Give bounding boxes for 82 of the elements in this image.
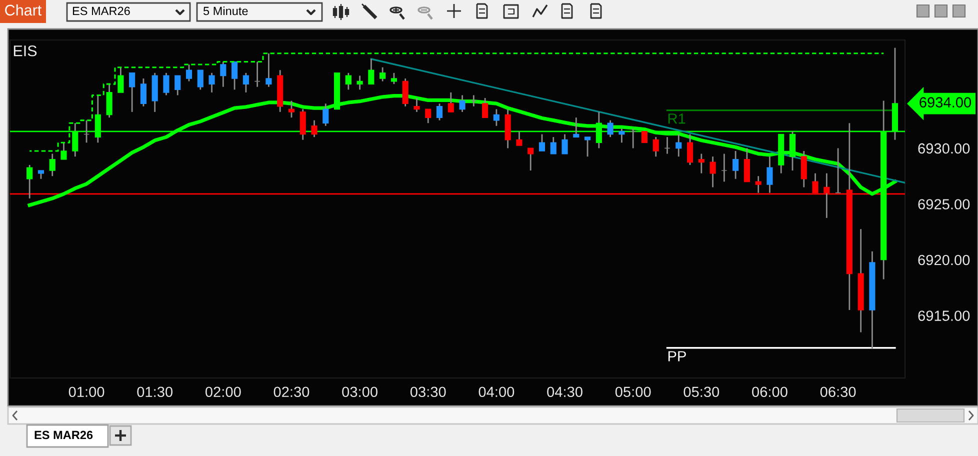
candlestick <box>266 52 272 88</box>
candlestick <box>129 72 136 113</box>
x-tick-label: 02:30 <box>274 386 310 398</box>
x-tick-label: 06:00 <box>752 386 788 398</box>
candlestick <box>368 58 374 85</box>
candlestick <box>220 61 226 88</box>
candlestick <box>528 148 534 172</box>
candlestick <box>208 72 215 94</box>
x-tick-label: 01:00 <box>68 386 104 398</box>
candlestick <box>482 97 488 118</box>
candlestick <box>163 72 170 96</box>
candlestick <box>618 128 625 144</box>
x-tick-label: 02:00 <box>205 386 241 398</box>
candlestick <box>573 116 580 138</box>
candlestick <box>106 83 112 118</box>
candlestick <box>538 134 546 152</box>
candlestick <box>607 120 614 138</box>
series-label: R1 <box>668 114 686 124</box>
x-tick-label: 03:30 <box>410 386 446 398</box>
candlestick <box>322 102 329 127</box>
candlestick <box>800 150 807 188</box>
candlestick <box>686 134 694 166</box>
candlestick <box>721 153 728 182</box>
candlestick <box>311 120 318 138</box>
y-tick-label: 6920.00 <box>918 254 970 266</box>
candlestick <box>83 120 90 144</box>
candlestick <box>641 131 648 144</box>
text: 6934.00 <box>920 97 972 108</box>
x-tick-label: 01:30 <box>137 386 173 398</box>
y-tick-label: 6930.00 <box>918 143 970 154</box>
candlestick <box>664 136 670 154</box>
candlestick <box>584 136 591 158</box>
text: Chart <box>5 4 42 16</box>
x-tick-label: 04:30 <box>547 386 582 398</box>
x-tick-label: 05:00 <box>615 386 651 398</box>
candlestick <box>232 61 238 90</box>
candlestick <box>414 97 420 113</box>
series-label: PP <box>668 351 686 362</box>
candlestick <box>300 108 306 141</box>
text: ES MAR26 <box>72 6 130 16</box>
candlestick <box>140 78 146 108</box>
candlestick <box>49 153 56 177</box>
candlestick <box>448 92 454 113</box>
candlestick <box>345 72 352 90</box>
chart-title: EIS <box>14 45 37 56</box>
y-tick-label: 6915.00 <box>918 310 970 321</box>
candlestick <box>710 156 716 188</box>
candlestick <box>390 72 397 85</box>
text: 5 Minute <box>203 6 248 16</box>
candlestick <box>436 102 443 122</box>
candlestick <box>732 150 739 180</box>
x-tick-label: 03:00 <box>342 386 378 398</box>
candlestick <box>254 61 260 88</box>
candlestick <box>835 148 842 194</box>
x-tick-label: 05:30 <box>684 386 720 398</box>
candlestick <box>26 164 33 200</box>
candlestick <box>186 64 192 82</box>
candlestick <box>562 134 568 154</box>
candlestick <box>380 66 386 82</box>
candlestick <box>676 134 682 158</box>
candlestick <box>652 136 659 158</box>
candlestick <box>493 108 500 127</box>
candlestick <box>174 75 181 96</box>
candlestick <box>698 153 704 174</box>
candlestick <box>470 94 477 108</box>
candlestick <box>356 75 363 90</box>
candlestick <box>459 94 466 113</box>
candlestick <box>242 72 249 94</box>
x-tick-label: 04:00 <box>478 386 514 398</box>
candlestick <box>118 66 124 94</box>
candlestick <box>402 78 408 108</box>
candlestick <box>425 108 432 124</box>
candlestick <box>630 128 636 149</box>
candlestick <box>288 100 295 118</box>
candlestick <box>744 148 750 182</box>
candlestick <box>766 156 773 194</box>
candlestick <box>197 69 204 90</box>
y-tick-label: 6925.00 <box>918 199 970 210</box>
candlestick <box>516 130 522 146</box>
text: ES MAR26 <box>34 430 93 440</box>
x-tick-label: 06:30 <box>820 386 856 398</box>
candlestick <box>550 136 556 154</box>
